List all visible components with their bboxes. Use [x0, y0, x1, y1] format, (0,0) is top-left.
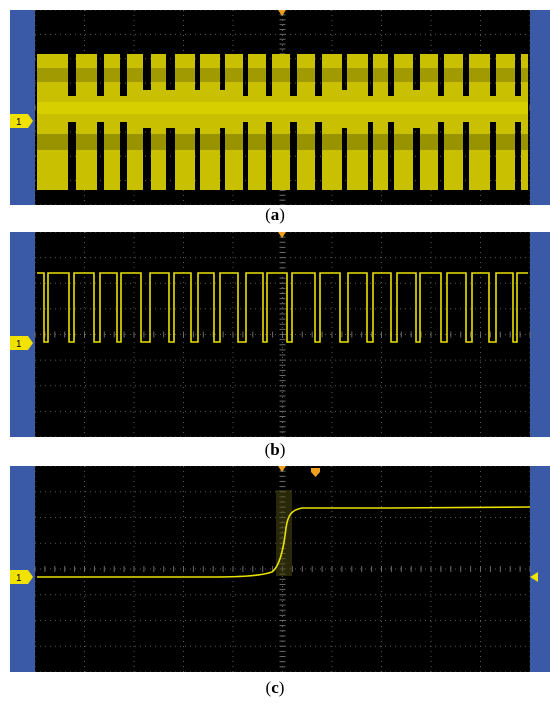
channel-label: 1 — [16, 117, 22, 128]
burst-shading — [151, 68, 166, 82]
burst-shading — [347, 134, 368, 150]
trigger-position-marker — [278, 10, 286, 16]
burst-shading — [200, 134, 220, 150]
burst-shading — [127, 134, 143, 150]
burst-shading — [200, 68, 220, 82]
burst-shading — [104, 134, 120, 150]
burst-shading — [444, 134, 463, 150]
burst-shading — [521, 68, 528, 82]
burst-shading — [272, 134, 290, 150]
burst-shading — [444, 68, 463, 82]
burst-shading — [248, 134, 266, 150]
burst-shading — [175, 134, 195, 150]
burst-shading — [322, 134, 342, 150]
burst-shading — [297, 68, 315, 82]
channel-1-marker: 1 — [10, 336, 33, 350]
burst-shading — [272, 68, 290, 82]
trigger-position-marker — [278, 466, 286, 472]
burst-shading — [37, 68, 68, 82]
signal-trace — [37, 54, 528, 190]
burst-shading — [297, 134, 315, 150]
burst-shading — [248, 68, 266, 82]
burst-envelope — [272, 54, 290, 190]
burst-shading — [496, 68, 515, 82]
burst-envelope — [420, 54, 438, 190]
channel-label: 1 — [16, 573, 22, 584]
burst-shading — [469, 68, 490, 82]
grid — [34, 232, 531, 437]
signal-trace — [37, 506, 531, 578]
burst-shading — [394, 134, 413, 150]
burst-envelope — [175, 54, 195, 190]
burst-shading — [225, 134, 243, 150]
burst-shading — [37, 134, 68, 150]
oscilloscope-display-c: 1 — [10, 466, 550, 672]
burst-envelope — [104, 54, 120, 190]
caption-a: (a) — [265, 205, 285, 224]
right-side-bar — [530, 10, 550, 205]
burst-envelope — [444, 54, 463, 190]
burst-shading — [496, 134, 515, 150]
right-side-bar — [530, 232, 550, 437]
burst-shading — [469, 134, 490, 150]
burst-shading — [521, 134, 528, 150]
left-side-bar — [10, 466, 35, 672]
channel-1-marker: 1 — [10, 114, 33, 128]
scope-panel-a: 1 (a) — [10, 10, 550, 224]
scope-screen-b: 1 — [10, 232, 550, 437]
burst-envelope — [347, 54, 368, 190]
burst-shading — [420, 134, 438, 150]
burst-shading — [127, 68, 143, 82]
center-band — [37, 102, 528, 114]
burst-shading — [225, 68, 243, 82]
burst-shading — [104, 68, 120, 82]
caption-b: (b) — [264, 440, 286, 459]
burst-envelope — [151, 54, 166, 190]
scope-panel-c: 1 (c) — [10, 466, 550, 708]
trigger-level-marker — [311, 468, 320, 477]
burst-envelope — [394, 54, 413, 190]
burst-envelope — [248, 54, 266, 190]
burst-envelope — [200, 54, 220, 190]
burst-shading — [151, 134, 166, 150]
burst-envelope — [469, 54, 490, 190]
burst-envelope — [76, 54, 97, 190]
burst-envelope — [127, 54, 143, 190]
burst-envelope — [373, 54, 388, 190]
caption-c: (c) — [265, 678, 285, 697]
burst-envelope — [496, 54, 515, 190]
oscilloscope-display-a: 1 — [10, 10, 550, 205]
burst-envelope — [322, 54, 342, 190]
trigger-level-arrow — [530, 572, 538, 582]
right-side-bar — [530, 466, 550, 672]
left-side-bar — [10, 10, 35, 205]
burst-shading — [76, 134, 97, 150]
burst-shading — [322, 68, 342, 82]
trigger-position-marker — [278, 232, 286, 238]
burst-shading — [347, 68, 368, 82]
signal-trace — [37, 272, 528, 343]
burst-shading — [420, 68, 438, 82]
burst-envelope — [521, 54, 528, 190]
burst-envelope — [225, 54, 243, 190]
burst-shading — [76, 68, 97, 82]
burst-envelope — [297, 54, 315, 190]
burst-shading — [373, 68, 388, 82]
burst-shading — [394, 68, 413, 82]
scope-screen-c: 1 — [10, 466, 550, 672]
left-side-bar — [10, 232, 35, 437]
scope-screen-a: 1 — [10, 10, 550, 205]
burst-shading — [175, 68, 195, 82]
channel-1-marker: 1 — [10, 570, 33, 584]
scope-panel-b: 1 (b) — [10, 232, 550, 462]
oscilloscope-display-b: 1 — [10, 232, 550, 437]
transition-highlight — [276, 490, 292, 576]
channel-label: 1 — [16, 339, 22, 350]
burst-shading — [373, 134, 388, 150]
